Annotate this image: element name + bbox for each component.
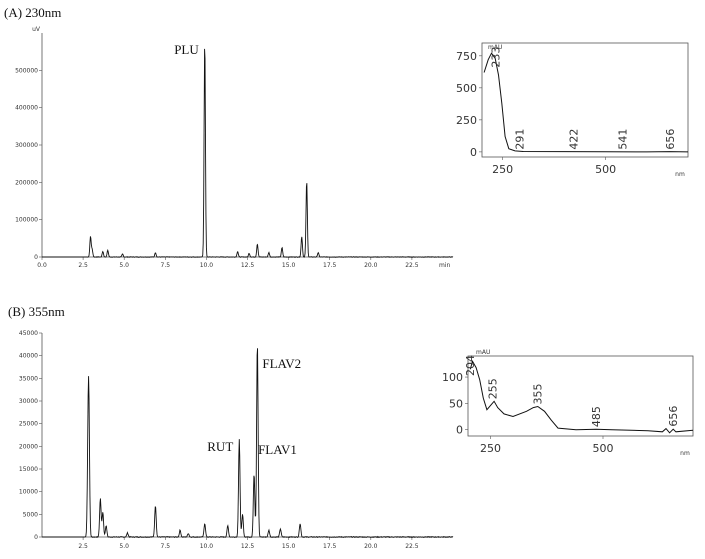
spec_a-xtick-label: 250 (492, 163, 513, 176)
chrom-b-ytick-label: 5000 (23, 511, 38, 518)
chrom-a-xlabel: min (439, 262, 451, 269)
chrom-a-axes (41, 33, 453, 258)
spec_b-xtick-label: 250 (480, 442, 501, 455)
chrom-b-xtick-label: 17.5 (323, 543, 337, 550)
chrom-a-xtick-label: 20.0 (364, 262, 378, 269)
spec_a-ytick-label: 500 (456, 82, 477, 95)
chrom-b-peak-label-flav2: FLAV2 (262, 356, 301, 371)
chrom-a-xtick-label: 15.0 (282, 262, 296, 269)
chrom-a-ytick-label: 100000 (15, 217, 38, 224)
chrom-a-xtick-label: 10.0 (200, 262, 214, 269)
chrom-a-peak-label: PLU (174, 42, 199, 57)
chrom-a-ytick-label: 0 (34, 254, 38, 261)
chrom-b-xtick-label: 2.5 (78, 543, 88, 550)
spec-b-peak-annotation: 656 (667, 406, 680, 427)
chrom-b-ytick-label: 45000 (19, 330, 38, 337)
chrom-a-trace (42, 48, 454, 258)
chrom-b-ytick-label: 25000 (19, 421, 38, 428)
chrom-a-ytick-label: 300000 (15, 142, 38, 149)
chrom-b-ytick-label: 10000 (19, 489, 38, 496)
spec-a-peak-annotation: 541 (616, 129, 629, 150)
chrom-b-axes (41, 333, 453, 538)
spec_a-xtick-label: 500 (595, 163, 616, 176)
spec_b-ylabel: mAU (476, 349, 490, 356)
chrom-b-xtick-label: 15.0 (282, 543, 296, 550)
spec_b-xtick-label: 500 (593, 442, 614, 455)
spec_b-ytick-label: 50 (449, 397, 463, 410)
chrom-b-ytick-label: 20000 (19, 443, 38, 450)
chrom-a-xtick-label: 5.0 (119, 262, 129, 269)
chrom-a-xtick-label: 0.0 (37, 262, 47, 269)
spec_a-trace (483, 52, 689, 153)
spec_b-trace (469, 360, 694, 434)
spec_a-ylabel: mAU (488, 44, 502, 51)
chrom-a-ytick-label: 500000 (15, 67, 38, 74)
chrom-b-peak-label-flav1: FLAV1 (258, 442, 297, 457)
spec_a-ytick-label: 0 (470, 146, 477, 159)
chrom-b-xtick-label: 12.5 (241, 543, 255, 550)
chrom-b-ytick-label: 30000 (19, 398, 38, 405)
chrom-a-xtick-label: 22.5 (405, 262, 419, 269)
panel-a-label: (A) 230nm (4, 5, 62, 20)
spec-a-peak-annotation: 233 (490, 47, 503, 68)
chrom-b-xtick-label: 7.5 (161, 543, 171, 550)
spec_b-ytick-label: 0 (456, 424, 463, 437)
chrom-a-ylabel: uV (32, 26, 41, 33)
spec-b-peak-annotation: 355 (532, 383, 545, 404)
chrom-b-peak-label-rut: RUT (207, 439, 233, 454)
spec-b-peak-annotation: 255 (487, 378, 500, 399)
spec-b-peak-annotation: 485 (590, 406, 603, 427)
spec_b-frame (467, 355, 694, 437)
chrom-a-xtick-label: 12.5 (241, 262, 255, 269)
chrom-b-xtick-label: 20.0 (364, 543, 378, 550)
spec_a-ytick-label: 250 (456, 114, 477, 127)
spec_a-ytick-label: 750 (456, 50, 477, 63)
chrom-b-xtick-label: 22.5 (405, 543, 419, 550)
spec-a-peak-annotation: 291 (513, 129, 526, 150)
spec_a-frame (481, 42, 689, 158)
chrom-b-xtick-label: 10.0 (200, 543, 214, 550)
spec-b-peak-annotation: 204 (464, 355, 477, 376)
panel-b-label: (B) 355nm (8, 304, 65, 319)
chrom-a-ytick-label: 200000 (15, 179, 38, 186)
chrom-b-ytick-label: 35000 (19, 375, 38, 382)
chrom-a-xtick-label: 2.5 (78, 262, 88, 269)
spec-a-peak-annotation: 656 (664, 129, 677, 150)
spec-a-peak-annotation: 422 (567, 129, 580, 150)
chrom-b-ytick-label: 15000 (19, 466, 38, 473)
chrom-b-xtick-label: 5.0 (119, 543, 129, 550)
chrom-b-ytick-label: 40000 (19, 353, 38, 360)
spec_b-xlabel: nm (680, 450, 690, 457)
chrom-b-ytick-label: 0 (34, 534, 38, 541)
chrom-a-ytick-label: 400000 (15, 105, 38, 112)
chrom-b-trace (42, 348, 454, 539)
chrom-a-xtick-label: 17.5 (323, 262, 337, 269)
spec_a-xlabel: nm (675, 171, 685, 178)
chrom-a-xtick-label: 7.5 (161, 262, 171, 269)
spec_b-ytick-label: 100 (442, 371, 463, 384)
